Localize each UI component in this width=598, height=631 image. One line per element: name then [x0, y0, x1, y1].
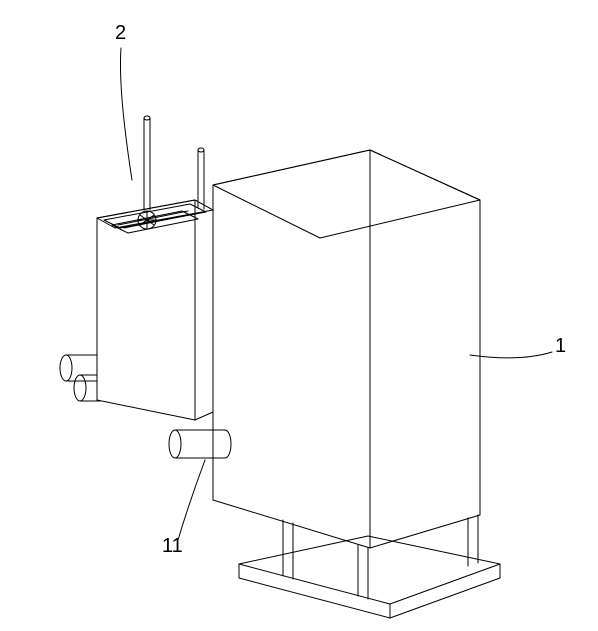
drawing-svg [0, 0, 598, 631]
base-slab-front [239, 564, 390, 618]
main-cabinet [213, 150, 480, 548]
label-11: 11 [162, 535, 183, 558]
leader-11 [178, 460, 205, 540]
left-tubes [60, 355, 100, 401]
leader-2 [120, 48, 132, 180]
legs [283, 515, 478, 599]
label-1: 1 [555, 335, 566, 358]
base-slab-right [390, 564, 500, 618]
leader-1 [470, 352, 552, 358]
label-2: 2 [115, 22, 126, 45]
rods [144, 116, 204, 210]
bottom-cylinder [169, 430, 231, 458]
figure-canvas: 2 1 11 [0, 0, 598, 631]
side-chamber [97, 200, 213, 420]
